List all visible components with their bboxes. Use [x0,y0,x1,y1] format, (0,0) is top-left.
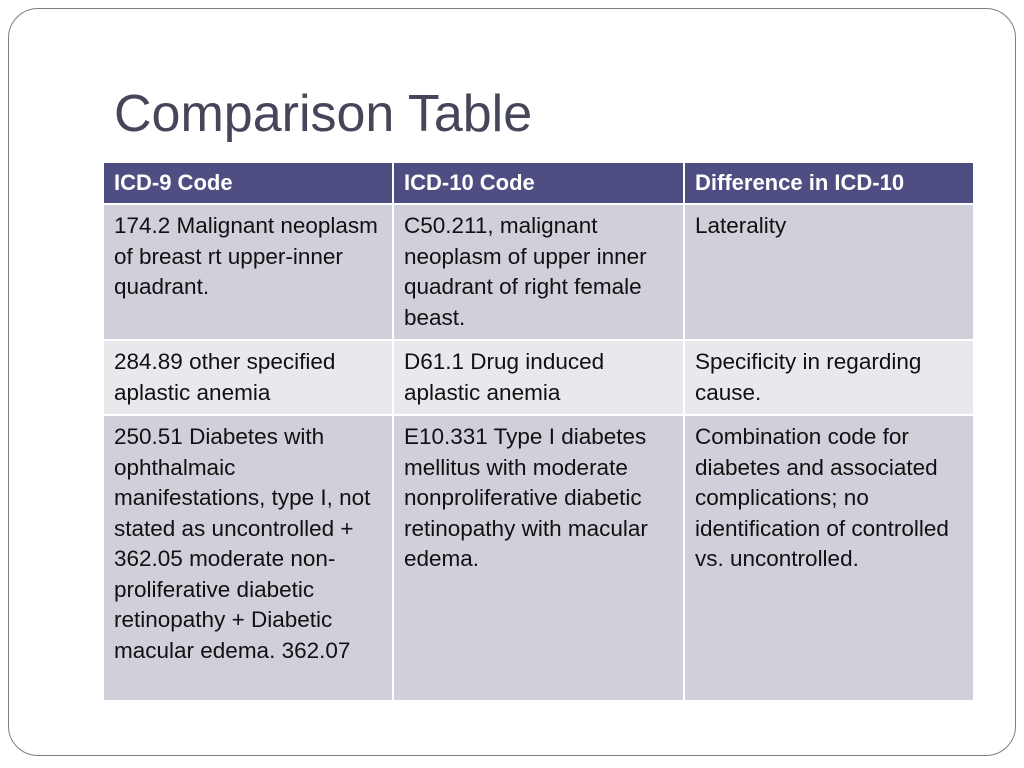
slide-title: Comparison Table [114,85,533,143]
cell-difference: Laterality [683,203,975,341]
header-difference: Difference in ICD-10 [683,161,975,205]
cell-difference: Combination code for diabetes and associ… [683,414,975,702]
table-row: 284.89 other specified aplastic anemia D… [102,339,975,416]
cell-icd10: D61.1 Drug induced aplastic anemia [392,339,685,416]
cell-icd10: E10.331 Type I diabetes mellitus with mo… [392,414,685,702]
table-header-row: ICD-9 Code ICD-10 Code Difference in ICD… [102,161,975,205]
header-icd10-code: ICD-10 Code [392,161,685,205]
cell-icd9: 174.2 Malignant neoplasm of breast rt up… [102,203,394,341]
table-row: 250.51 Diabetes with ophthalmaic manifes… [102,414,975,702]
cell-difference: Specificity in regarding cause. [683,339,975,416]
table-row: 174.2 Malignant neoplasm of breast rt up… [102,203,975,341]
cell-icd10: C50.211, malignant neoplasm of upper inn… [392,203,685,341]
header-icd9-code: ICD-9 Code [102,161,394,205]
cell-icd9: 250.51 Diabetes with ophthalmaic manifes… [102,414,394,702]
comparison-table: ICD-9 Code ICD-10 Code Difference in ICD… [102,161,975,702]
cell-icd9: 284.89 other specified aplastic anemia [102,339,394,416]
